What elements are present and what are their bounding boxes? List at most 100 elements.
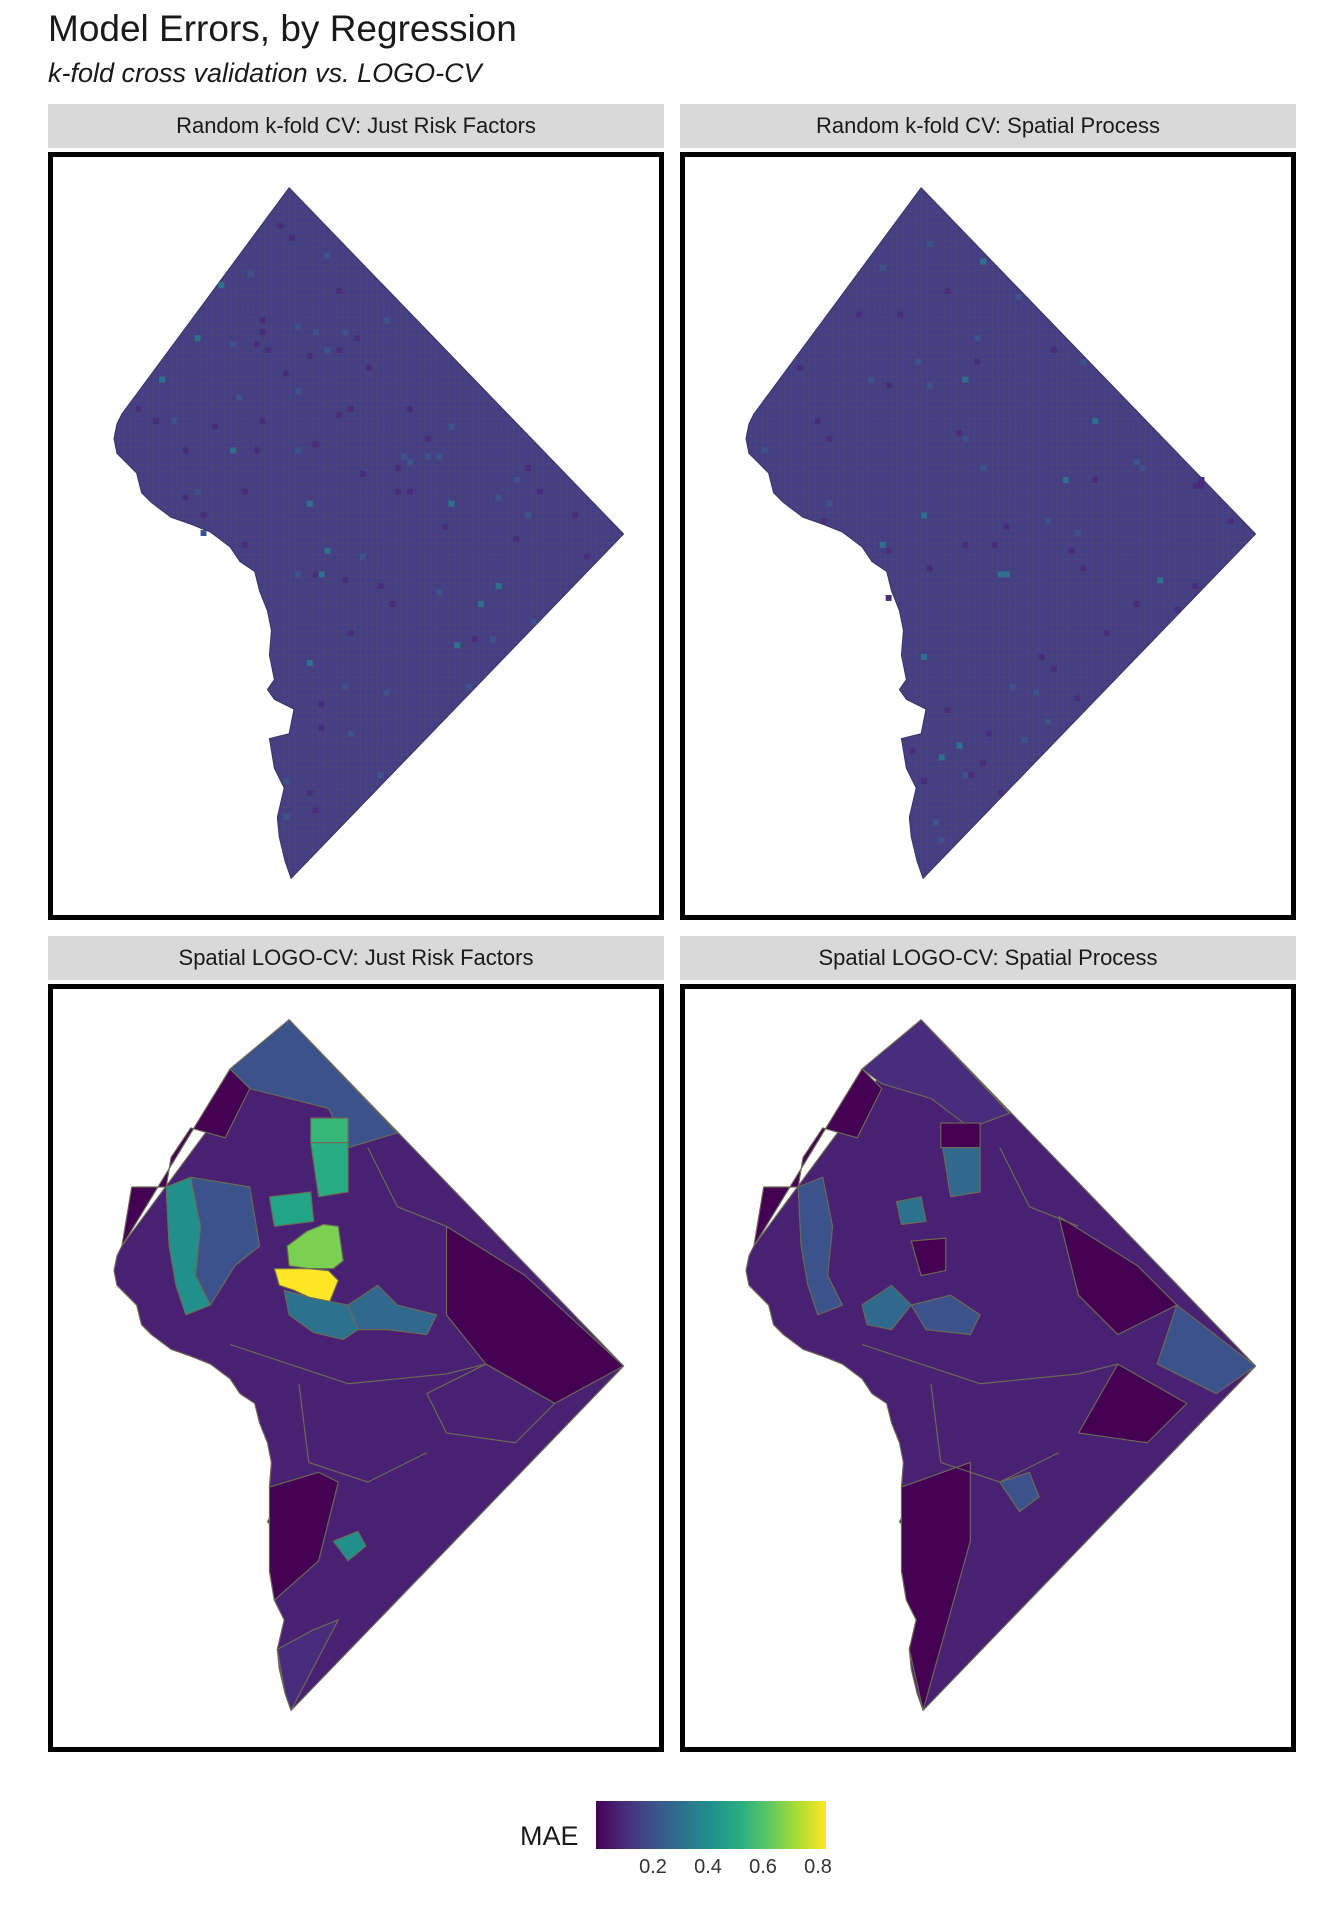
grid-cell (259, 329, 266, 336)
grid-cell (283, 370, 290, 377)
grid-cell (312, 329, 319, 336)
grid-cell (194, 335, 201, 342)
grid-cell (1192, 583, 1199, 590)
grid-cell (761, 447, 768, 454)
map-kfold-risk (113, 186, 625, 880)
grid-cell (1092, 417, 1099, 424)
grid-cell (974, 358, 981, 365)
region-south-dark (268, 1471, 339, 1601)
panel-strip-1: Random k-fold CV: Just Risk Factors (48, 104, 664, 148)
grid-cell (1050, 665, 1057, 672)
grid-cell (927, 240, 933, 247)
grid-cell (980, 465, 987, 472)
grid-cell (407, 406, 414, 413)
grid-cell (318, 724, 325, 731)
grid-cell (826, 500, 833, 507)
region-boundary-3 (999, 1147, 1079, 1227)
grid-cell (312, 807, 319, 814)
legend-tick-label-0.6: 0.6 (749, 1856, 777, 1878)
region-southmost (276, 1619, 339, 1711)
grid-cell (531, 618, 538, 625)
grid-cell (879, 541, 886, 548)
grid-cell (867, 376, 874, 383)
grid-cell (348, 630, 355, 637)
grid-cell (342, 329, 349, 336)
grid-cell (944, 707, 951, 714)
grid-cell (537, 488, 543, 495)
grid-cell (295, 388, 301, 395)
grid-cell (909, 748, 916, 755)
grid-cell (407, 459, 414, 466)
grid-cell (235, 394, 242, 401)
region-boundary-3 (367, 1147, 447, 1227)
grid-cell (395, 488, 402, 495)
grid-cell (1050, 347, 1057, 354)
region-boundary-2 (298, 1383, 428, 1483)
grid-cell (312, 571, 319, 578)
grid-cell (359, 553, 366, 560)
grid-cell (1198, 482, 1205, 489)
grid-cell (336, 288, 343, 294)
grid-cell (348, 406, 355, 413)
grid-cell (1074, 530, 1081, 536)
region-green-teal-top (310, 1117, 349, 1144)
grid-cell (1104, 630, 1110, 637)
grid-cell (348, 730, 355, 737)
grid-cell (277, 223, 284, 230)
grid-cell (897, 311, 904, 318)
region-south-dark (900, 1461, 971, 1711)
legend-tick-label-0.4: 0.4 (694, 1856, 722, 1878)
map-logo-spatial (745, 1019, 1257, 1711)
grid-cell (1139, 465, 1146, 472)
grid-cell (436, 589, 443, 596)
grid-cell (879, 264, 886, 271)
grid-cell (814, 417, 821, 424)
grid-cell (1174, 606, 1181, 613)
grid-cell (295, 323, 301, 330)
grid-cell (336, 347, 343, 354)
grid-cell (306, 659, 313, 666)
grid-cell (342, 683, 349, 690)
grid-cell (968, 772, 975, 779)
map-logo-risk (113, 1019, 625, 1711)
region-center-left-teal (861, 1284, 912, 1331)
grid-cell (927, 382, 933, 389)
grid-cell (318, 701, 325, 708)
map-panel-kfold-spatial (680, 152, 1296, 920)
grid-cell (1039, 654, 1046, 660)
grid-cell (253, 341, 260, 348)
grid-cell (1074, 695, 1081, 702)
grid-cell (283, 813, 290, 820)
grid-cell (306, 353, 313, 359)
grid-cell (885, 547, 892, 554)
grid-cell (820, 518, 827, 525)
grid-cell (283, 778, 290, 784)
grid-cell (997, 789, 1004, 796)
grid-cell (495, 583, 502, 590)
map-panel-kfold-risk (48, 152, 664, 920)
grid-cell (230, 341, 236, 348)
map-panel-logo-risk (48, 984, 664, 1752)
grid-cell (159, 376, 166, 383)
legend-title: MAE (520, 1821, 579, 1851)
grid-cell (1133, 459, 1140, 466)
grid-cell (377, 772, 384, 779)
grid-cell (856, 311, 863, 318)
grid-cell (921, 654, 928, 660)
grid-cell (915, 358, 922, 365)
grid-cell (135, 406, 142, 413)
region-center-blue (910, 1294, 981, 1336)
grid-cell (318, 571, 325, 578)
grid-cell (182, 494, 189, 501)
grid-cell (797, 364, 804, 371)
grid-cell (395, 465, 402, 472)
map-kfold-spatial (745, 186, 1257, 880)
grid-cell (1068, 547, 1075, 554)
grid-cell (383, 317, 390, 324)
region-south-teal (332, 1530, 367, 1562)
grid-cell (448, 500, 455, 507)
legend-tick-0.4 (707, 1849, 709, 1857)
grid-cell (289, 234, 296, 241)
panel-strip-2: Random k-fold CV: Spatial Process (680, 104, 1296, 148)
grid-cell (525, 512, 532, 519)
